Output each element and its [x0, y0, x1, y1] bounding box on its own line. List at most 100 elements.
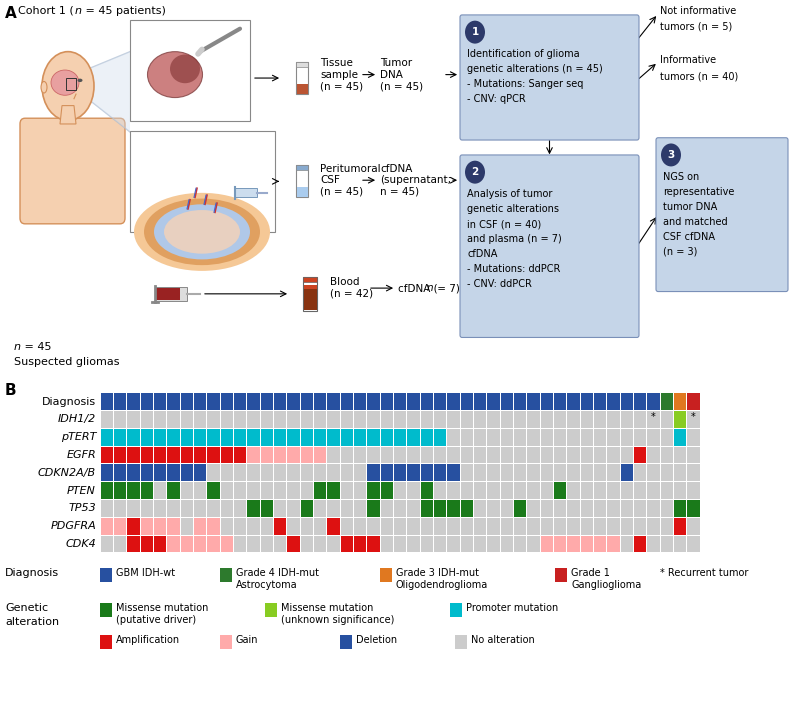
Bar — [594, 429, 606, 445]
Bar — [488, 500, 499, 517]
Bar — [687, 411, 700, 428]
Bar — [287, 500, 299, 517]
Bar — [514, 464, 526, 481]
Bar — [260, 447, 273, 464]
Bar — [287, 482, 299, 499]
Bar — [194, 464, 206, 481]
Circle shape — [661, 144, 681, 166]
Text: = 45: = 45 — [21, 342, 52, 352]
Ellipse shape — [170, 55, 200, 84]
Bar — [327, 518, 340, 535]
Text: NGS on: NGS on — [663, 172, 700, 182]
Bar — [461, 429, 473, 445]
Bar — [514, 447, 526, 464]
Bar — [554, 536, 566, 552]
Bar — [341, 429, 353, 445]
Bar — [220, 635, 232, 649]
Bar — [154, 482, 166, 499]
Text: tumors (n = 5): tumors (n = 5) — [660, 22, 732, 32]
Bar — [488, 411, 499, 428]
Text: (n = 45): (n = 45) — [380, 81, 423, 91]
Bar — [234, 518, 246, 535]
Bar — [594, 518, 606, 535]
Bar — [407, 518, 419, 535]
Bar — [300, 518, 313, 535]
Bar — [421, 482, 433, 499]
Bar — [674, 429, 686, 445]
Bar — [607, 447, 619, 464]
Bar — [274, 536, 286, 552]
Bar — [634, 464, 646, 481]
Text: Blood: Blood — [330, 278, 360, 287]
Bar — [303, 277, 317, 311]
Bar — [541, 482, 553, 499]
Bar — [541, 429, 553, 445]
Bar — [327, 429, 340, 445]
Text: GBM IDH-wt: GBM IDH-wt — [116, 568, 175, 578]
Bar — [661, 411, 673, 428]
FancyBboxPatch shape — [460, 155, 639, 338]
Bar — [221, 500, 233, 517]
Bar — [341, 500, 353, 517]
Bar — [141, 464, 152, 481]
Text: - CNV: qPCR: - CNV: qPCR — [467, 94, 526, 104]
Bar — [500, 447, 513, 464]
Bar — [661, 447, 673, 464]
Bar — [607, 536, 619, 552]
Bar — [620, 411, 633, 428]
Circle shape — [465, 21, 485, 44]
Bar — [221, 447, 233, 464]
Bar — [687, 429, 700, 445]
Bar — [580, 393, 593, 410]
Bar — [647, 536, 660, 552]
Text: - Mutations: Sanger seq: - Mutations: Sanger seq — [467, 79, 584, 89]
Bar — [620, 536, 633, 552]
Bar — [447, 464, 460, 481]
Bar — [341, 393, 353, 410]
Bar — [554, 429, 566, 445]
Bar — [474, 536, 486, 552]
Bar — [127, 393, 140, 410]
Bar — [488, 393, 499, 410]
Bar — [620, 429, 633, 445]
Bar — [100, 603, 112, 617]
Bar — [380, 393, 393, 410]
Bar — [300, 393, 313, 410]
Bar — [500, 393, 513, 410]
Text: Identification of glioma: Identification of glioma — [467, 50, 580, 59]
Bar — [514, 536, 526, 552]
Bar — [674, 447, 686, 464]
Bar — [155, 287, 187, 301]
Bar — [314, 536, 326, 552]
Bar — [421, 393, 433, 410]
Bar — [194, 447, 206, 464]
Bar — [514, 411, 526, 428]
Bar — [234, 447, 246, 464]
Bar — [221, 518, 233, 535]
Bar — [580, 500, 593, 517]
Bar — [221, 429, 233, 445]
Bar — [421, 411, 433, 428]
Bar — [634, 482, 646, 499]
Bar — [367, 482, 380, 499]
Bar — [101, 482, 113, 499]
Bar — [527, 500, 539, 517]
Bar — [260, 482, 273, 499]
Bar — [141, 500, 152, 517]
Bar — [554, 447, 566, 464]
Bar — [194, 500, 206, 517]
Text: Gain: Gain — [236, 635, 259, 645]
Bar — [354, 482, 366, 499]
Bar — [303, 285, 317, 290]
Bar — [367, 500, 380, 517]
Bar — [221, 464, 233, 481]
Ellipse shape — [134, 193, 270, 271]
Bar — [141, 447, 152, 464]
Bar — [247, 411, 260, 428]
Bar — [594, 393, 606, 410]
Bar — [274, 393, 286, 410]
Bar — [380, 482, 393, 499]
Bar — [394, 393, 407, 410]
Bar — [567, 536, 580, 552]
Bar — [634, 447, 646, 464]
